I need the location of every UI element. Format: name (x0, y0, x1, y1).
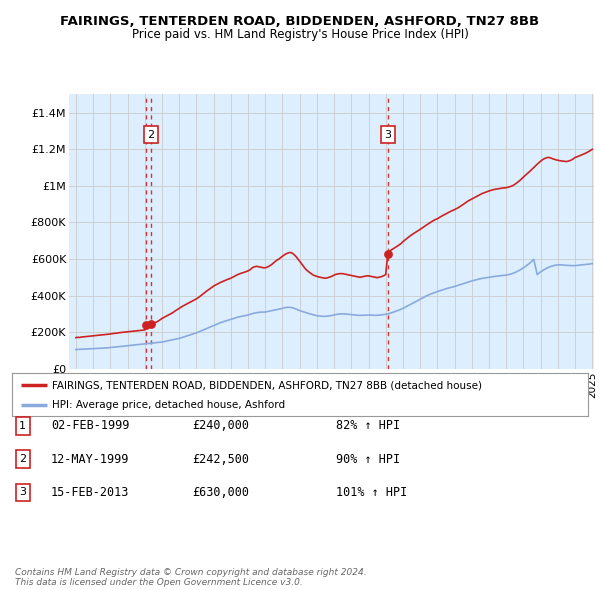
Text: £630,000: £630,000 (192, 486, 249, 499)
Text: FAIRINGS, TENTERDEN ROAD, BIDDENDEN, ASHFORD, TN27 8BB (detached house): FAIRINGS, TENTERDEN ROAD, BIDDENDEN, ASH… (52, 381, 482, 391)
Text: 90% ↑ HPI: 90% ↑ HPI (336, 453, 400, 466)
Text: 02-FEB-1999: 02-FEB-1999 (51, 419, 130, 432)
Text: £242,500: £242,500 (192, 453, 249, 466)
Text: 15-FEB-2013: 15-FEB-2013 (51, 486, 130, 499)
Text: 3: 3 (384, 130, 391, 140)
Text: 82% ↑ HPI: 82% ↑ HPI (336, 419, 400, 432)
Text: 101% ↑ HPI: 101% ↑ HPI (336, 486, 407, 499)
Text: 2: 2 (19, 454, 26, 464)
Text: Contains HM Land Registry data © Crown copyright and database right 2024.
This d: Contains HM Land Registry data © Crown c… (15, 568, 367, 587)
Text: 3: 3 (19, 487, 26, 497)
Point (146, 320, 156, 329)
Text: £240,000: £240,000 (192, 419, 249, 432)
Text: Price paid vs. HM Land Registry's House Price Index (HPI): Price paid vs. HM Land Registry's House … (131, 28, 469, 41)
Text: 1: 1 (19, 421, 26, 431)
Text: HPI: Average price, detached house, Ashford: HPI: Average price, detached house, Ashf… (52, 401, 286, 410)
Text: 12-MAY-1999: 12-MAY-1999 (51, 453, 130, 466)
Point (142, 320, 151, 330)
Text: 2: 2 (148, 130, 155, 140)
Text: FAIRINGS, TENTERDEN ROAD, BIDDENDEN, ASHFORD, TN27 8BB: FAIRINGS, TENTERDEN ROAD, BIDDENDEN, ASH… (61, 15, 539, 28)
Point (383, 249, 392, 258)
